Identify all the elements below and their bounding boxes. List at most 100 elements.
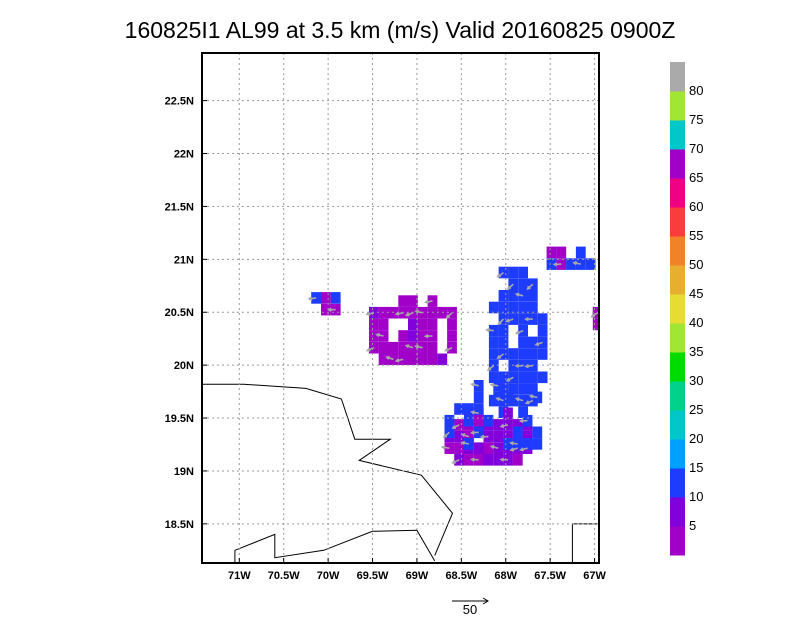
plot-area: 71W 70.5W 70W 69.5W 69W 68.5W 68W 67.5W 67W 18.5N…	[165, 52, 606, 582]
wind-cell	[447, 330, 457, 342]
wind-arrow-head	[327, 307, 332, 312]
wind-cell	[408, 318, 418, 331]
wind-arrow-head	[365, 311, 371, 316]
wind-arrows	[307, 261, 599, 464]
wind-arrow-head	[394, 358, 400, 363]
x-tick-label: 70.5W	[268, 570, 300, 582]
wind-cell	[585, 258, 596, 270]
wind-cell	[566, 258, 576, 270]
wind-cell	[508, 313, 519, 325]
wind-arrow	[444, 346, 453, 352]
wind-arrow-head	[524, 317, 529, 322]
wind-cell	[493, 419, 504, 431]
reference-label: 50	[463, 602, 477, 617]
wind-arrow-head	[496, 273, 501, 278]
wind-cell	[398, 330, 409, 342]
wind-arrow	[514, 397, 524, 402]
wind-arrow-head	[506, 285, 511, 290]
wind-arrow-head	[514, 330, 520, 335]
wind-cell	[592, 318, 599, 331]
wind-arrow	[460, 440, 470, 446]
wind-arrow	[414, 344, 423, 349]
wind-arrow-head	[470, 430, 475, 435]
wind-arrow	[526, 283, 534, 291]
wind-arrow-head	[404, 344, 410, 349]
y-tick-label: 18.5N	[165, 519, 194, 531]
wind-cell	[369, 318, 379, 331]
wind-cell	[498, 324, 509, 337]
wind-cell	[546, 246, 557, 259]
wind-arrow-head	[505, 377, 511, 382]
wind-arrow-head	[485, 328, 490, 333]
wind-cell	[483, 430, 494, 443]
y-tick-label: 22.5N	[165, 96, 194, 108]
wind-arrow	[307, 296, 317, 301]
wind-arrow	[470, 457, 479, 462]
wind-arrow-head	[451, 459, 456, 464]
wind-arrow	[572, 261, 581, 266]
x-tick-label: 71W	[228, 570, 251, 582]
wind-cell	[532, 426, 543, 439]
x-tick-label: 68W	[494, 570, 517, 582]
wind-cell	[417, 330, 428, 342]
wind-cell	[518, 266, 528, 279]
wind-cell	[427, 295, 438, 307]
wind-cell	[508, 348, 519, 360]
wind-cell	[321, 292, 331, 304]
wind-cell	[483, 454, 494, 466]
wind-cell	[498, 266, 509, 279]
wind-cell	[408, 330, 418, 342]
wind-arrow	[440, 445, 450, 450]
wind-cell	[498, 301, 509, 314]
x-tick-label: 67.5W	[534, 570, 566, 582]
wind-arrow-head	[486, 366, 492, 371]
wind-arrow-head	[524, 400, 530, 405]
wind-arrow-head	[489, 444, 495, 450]
colorbar-swatch	[670, 439, 685, 469]
wind-arrow	[385, 355, 394, 361]
wind-cell	[464, 414, 474, 427]
wind-arrow-head	[479, 434, 485, 439]
wind-cell	[330, 292, 341, 304]
wind-arrow-head	[404, 312, 410, 317]
colorbar-swatch	[670, 62, 685, 92]
wind-arrow	[518, 418, 528, 424]
wind-cell	[503, 430, 513, 443]
y-tick-label: 21N	[174, 254, 194, 266]
wind-arrow	[404, 344, 414, 349]
wind-arrow	[534, 341, 543, 346]
wind-arrow	[496, 353, 504, 359]
wind-cell	[512, 454, 523, 466]
wind-cell	[527, 348, 538, 360]
colorbar-swatch	[670, 352, 685, 382]
plot-frame	[201, 52, 600, 564]
wind-cell	[454, 430, 464, 443]
colorbar-swatch	[670, 120, 685, 150]
wind-cell	[454, 442, 464, 454]
wind-cell	[503, 391, 513, 404]
colorbar-label: 30	[689, 373, 703, 388]
wind-cell	[518, 348, 528, 360]
wind-cell	[527, 278, 538, 290]
wind-arrow	[442, 431, 450, 439]
wind-cell	[473, 442, 484, 454]
wind-arrow	[509, 447, 518, 452]
wind-cell	[398, 295, 409, 307]
wind-cell	[512, 438, 523, 450]
wind-arrow	[489, 382, 499, 388]
colorbar-swatch	[670, 149, 685, 179]
wind-arrow-head	[385, 355, 390, 360]
wind-cell	[508, 301, 519, 314]
colorbar-label: 50	[689, 257, 703, 272]
wind-cell	[508, 290, 519, 302]
wind-cell	[488, 371, 499, 384]
wind-arrow-head	[552, 262, 558, 267]
wind-cell	[498, 383, 509, 395]
colorbar-swatch	[670, 526, 685, 556]
wind-arrow-head	[528, 394, 534, 399]
wind-cell	[388, 341, 399, 354]
wind-arrow-head	[414, 344, 419, 349]
wind-cell	[518, 336, 528, 349]
colorbar-swatch	[670, 91, 685, 121]
wind-cell	[321, 303, 331, 316]
